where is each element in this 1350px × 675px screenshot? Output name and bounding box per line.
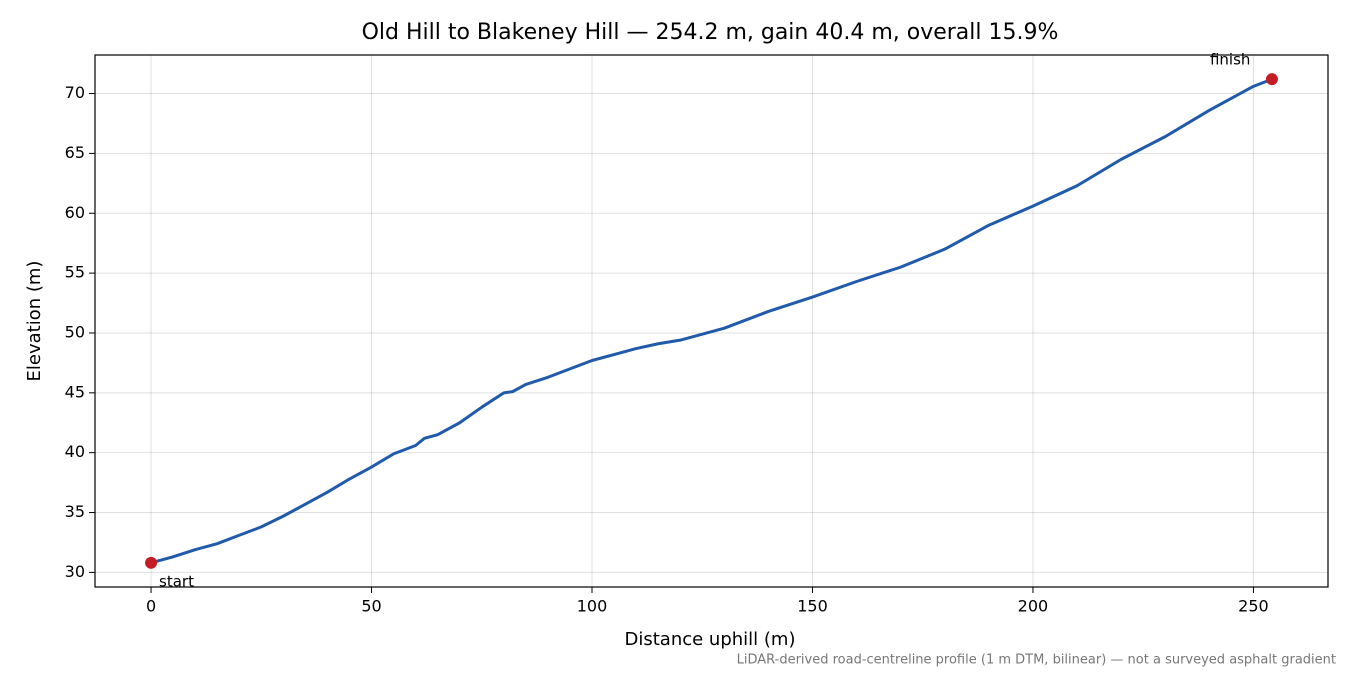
x-tick-label: 100: [577, 597, 608, 616]
x-tick-label: 150: [797, 597, 828, 616]
y-tick-label: 35: [65, 502, 85, 521]
y-tick-label: 65: [65, 143, 85, 162]
x-tick-label: 250: [1238, 597, 1269, 616]
annotation: finish: [1210, 51, 1250, 69]
x-tick-label: 200: [1018, 597, 1049, 616]
chart-title: Old Hill to Blakeney Hill — 254.2 m, gai…: [362, 20, 1059, 45]
endpoint-marker: [145, 556, 158, 569]
y-axis-label: Elevation (m): [24, 261, 45, 382]
y-tick-label: 45: [65, 382, 85, 401]
y-tick-label: 50: [65, 322, 85, 341]
annotation: start: [159, 572, 194, 590]
x-tick-label: 0: [146, 597, 156, 616]
plot-frame: [94, 54, 1329, 588]
x-axis-label: Distance uphill (m): [625, 629, 796, 650]
footnote: LiDAR-derived road-centreline profile (1…: [737, 653, 1336, 668]
y-tick-label: 55: [65, 263, 85, 282]
y-tick-label: 40: [65, 442, 85, 461]
y-tick-label: 60: [65, 203, 85, 222]
endpoint-marker: [1265, 73, 1278, 86]
y-tick-label: 70: [65, 83, 85, 102]
series-line: [150, 77, 1273, 565]
y-tick-label: 30: [65, 562, 85, 581]
x-tick-label: 50: [361, 597, 381, 616]
